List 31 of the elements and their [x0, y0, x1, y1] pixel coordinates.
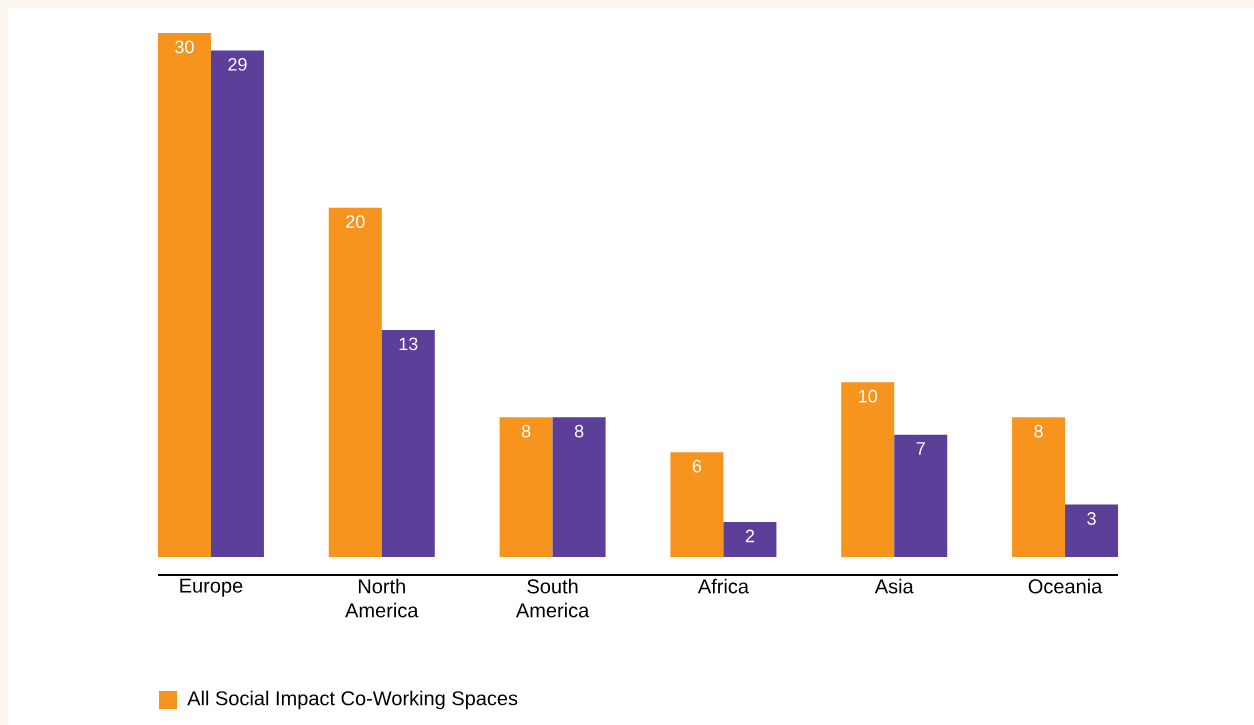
bar — [1065, 504, 1119, 557]
legend-label: All Social Impact Co-Working Spaces — [187, 690, 518, 710]
bar — [841, 382, 895, 557]
x-tick-label: Africa — [697, 578, 749, 594]
x-tick-label: Oceania — [1028, 578, 1103, 594]
x-tick-label: South America — [515, 578, 590, 618]
bar — [157, 32, 211, 557]
data-label: 8 — [521, 424, 531, 438]
data-label: 3 — [1087, 512, 1096, 525]
bar — [210, 50, 264, 557]
bar — [1012, 417, 1066, 557]
bar — [894, 434, 948, 557]
bar — [328, 207, 382, 557]
data-label: 8 — [1034, 424, 1043, 438]
data-label: 2 — [745, 529, 755, 543]
x-tick-label: Asia — [874, 578, 914, 594]
bar — [723, 522, 777, 557]
bar — [670, 452, 724, 557]
data-label: 6 — [692, 459, 702, 473]
data-label: 13 — [399, 337, 418, 351]
data-label: 10 — [859, 389, 878, 403]
bar — [381, 329, 435, 557]
x-tick-label: North America — [345, 578, 419, 618]
x-tick-label: Europe — [180, 578, 243, 597]
data-label: 30 — [175, 40, 194, 54]
data-label: 8 — [574, 424, 584, 438]
data-label: 7 — [916, 442, 925, 455]
bar — [552, 417, 606, 557]
data-label: 29 — [228, 57, 247, 71]
bar — [499, 417, 553, 557]
data-label: 20 — [346, 215, 365, 228]
